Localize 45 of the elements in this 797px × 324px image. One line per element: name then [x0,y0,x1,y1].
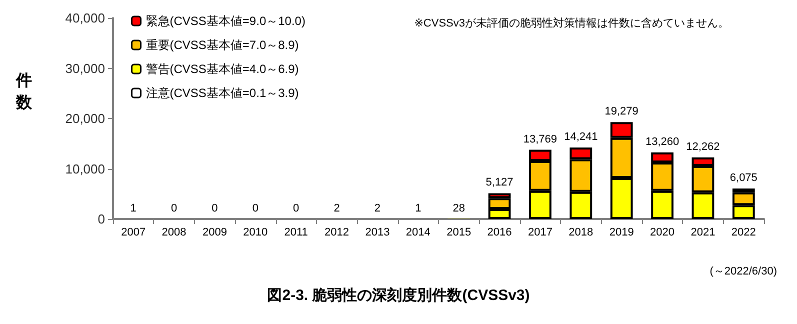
text: 図2-3. 脆弱性の深刻度別件数(CVSSv3) [267,286,530,304]
text: (～2022/6/30) [710,266,778,278]
x-tick-label: 2015 [446,226,472,238]
x-tick-label: 2019 [609,226,634,238]
x-tick-label: 2017 [528,226,552,238]
x-tick-label: 2007 [121,226,146,238]
total-label: 0 [252,202,258,214]
y-tick-label: 30,000 [65,60,105,76]
x-tick-label: 2008 [162,226,186,238]
y-tick-label: 0 [98,212,105,226]
total-label: 28 [452,202,465,214]
annotation: ※CVSSv3が未評価の脆弱性対策情報は件数に含めていません。 [414,16,730,30]
x-tick-label: 2009 [202,226,227,238]
legend-label: 注意(CVSS基本値=0.1～3.9) [146,86,299,100]
legend-label: 緊急(CVSS基本値=9.0～10.0) [146,14,306,28]
total-label: 6,075 [730,172,758,184]
x-tick-label: 2014 [406,226,430,238]
x-tick-label: 2021 [690,226,716,238]
total-label: 5,127 [486,176,514,189]
total-label: 0 [170,202,178,214]
x-tick-label: 2018 [568,226,594,238]
x-tick-label: 2011 [284,226,308,238]
legend-label: 警告(CVSS基本値=4.0～6.9) [146,62,299,76]
total-label: 0 [212,202,218,214]
legend-label: 重要(CVSS基本値=7.0～8.9) [146,38,299,52]
total-label: 2 [334,202,340,214]
y-tick-label: 20,000 [65,111,105,126]
total-label: 14,241 [564,130,598,143]
total-label: 13,769 [523,133,558,146]
y-axis-title: 件数 [15,72,33,112]
total-label: 1 [415,202,422,214]
total-label: 12,262 [686,140,720,153]
x-tick-label: 2012 [324,226,350,238]
x-tick-label: 2022 [731,226,756,238]
y-tick-label: 10,000 [65,161,105,176]
x-tick-label: 2020 [650,226,675,238]
x-tick-label: 2016 [487,226,512,238]
total-label: 1 [130,202,136,214]
total-label: 19,279 [604,106,638,118]
y-tick-label: 40,000 [65,10,105,26]
total-label: 13,260 [645,136,680,148]
total-label: 0 [293,202,300,214]
total-label: 2 [374,202,381,214]
x-tick-label: 2010 [243,226,268,238]
x-tick-label: 2013 [365,226,390,238]
